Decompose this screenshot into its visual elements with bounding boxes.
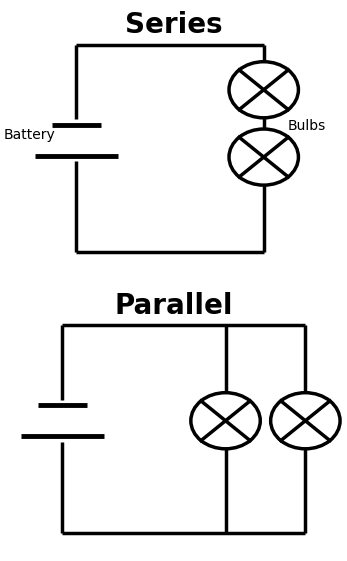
Text: Series: Series <box>125 11 222 39</box>
Text: Battery: Battery <box>3 128 55 141</box>
Text: Parallel: Parallel <box>114 292 233 320</box>
Text: Bulbs: Bulbs <box>288 119 326 133</box>
